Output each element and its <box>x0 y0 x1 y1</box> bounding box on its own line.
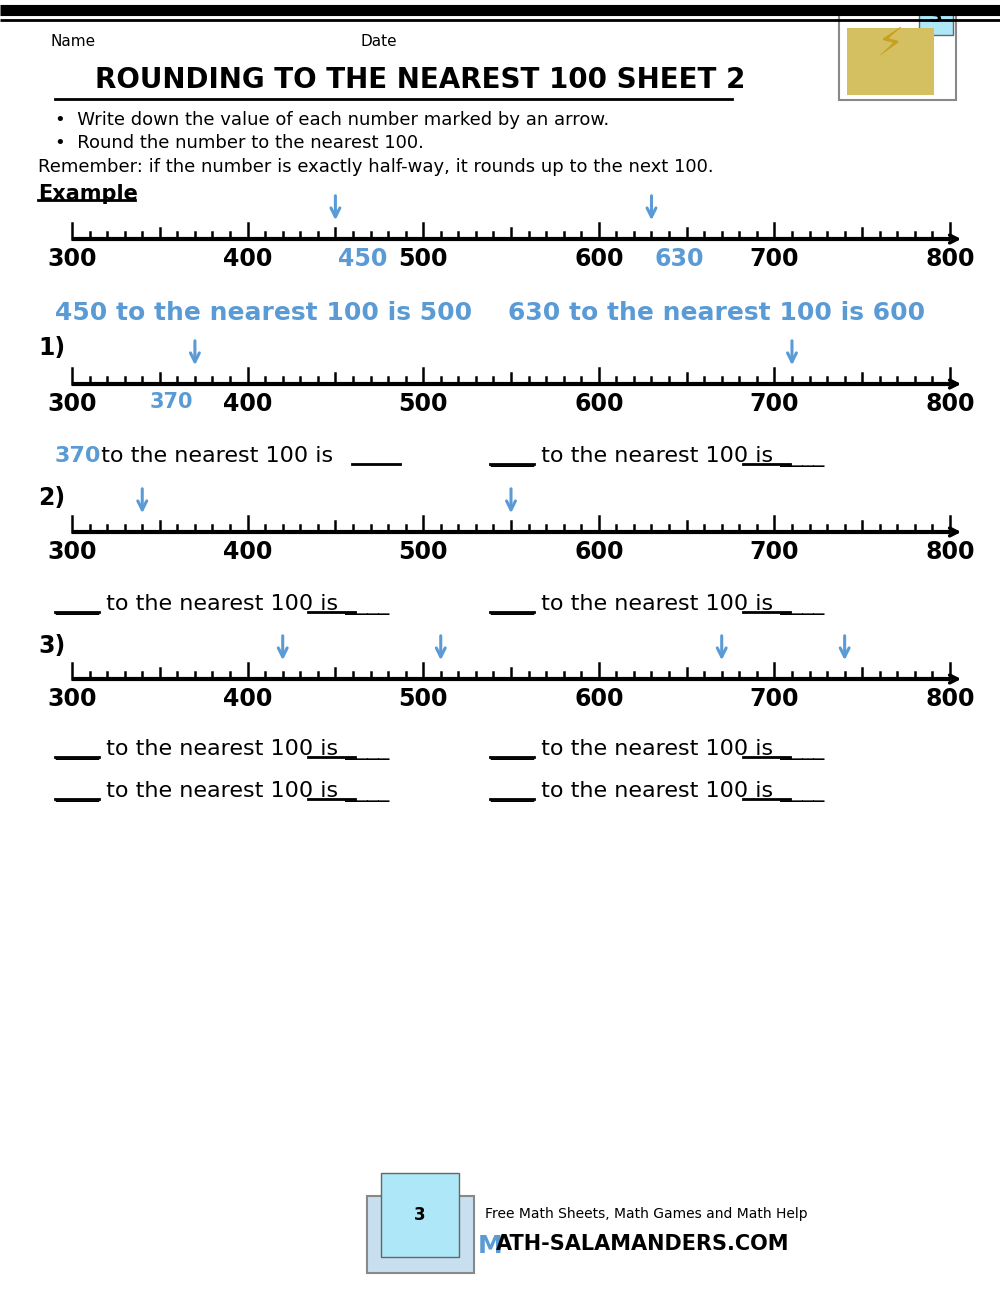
Text: 600: 600 <box>574 540 624 564</box>
Text: 3): 3) <box>38 634 65 659</box>
Text: •  Round the number to the nearest 100.: • Round the number to the nearest 100. <box>55 135 424 151</box>
Text: ____ to the nearest 100 is ____: ____ to the nearest 100 is ____ <box>490 594 824 615</box>
Text: 300: 300 <box>47 392 97 415</box>
Text: 1): 1) <box>38 336 65 360</box>
Text: 600: 600 <box>574 392 624 415</box>
Text: 630: 630 <box>654 247 704 270</box>
Text: ____ to the nearest 100 is ____: ____ to the nearest 100 is ____ <box>55 594 389 615</box>
Text: Name: Name <box>50 34 95 49</box>
Text: 700: 700 <box>750 687 799 710</box>
Text: 400: 400 <box>223 392 272 415</box>
Text: 630 to the nearest 100 is 600: 630 to the nearest 100 is 600 <box>508 302 925 325</box>
Text: 500: 500 <box>398 247 448 270</box>
Text: 300: 300 <box>47 540 97 564</box>
Text: 500: 500 <box>398 392 448 415</box>
Text: 800: 800 <box>925 540 975 564</box>
Text: 500: 500 <box>398 540 448 564</box>
Text: 450 to the nearest 100 is 500: 450 to the nearest 100 is 500 <box>55 302 472 325</box>
Text: 500: 500 <box>398 687 448 710</box>
Text: ____ to the nearest 100 is ____: ____ to the nearest 100 is ____ <box>55 739 389 760</box>
Text: ATH-SALAMANDERS.COM: ATH-SALAMANDERS.COM <box>496 1234 790 1254</box>
Text: 800: 800 <box>925 247 975 270</box>
Text: ____ to the nearest 100 is ____: ____ to the nearest 100 is ____ <box>490 782 824 802</box>
Text: 400: 400 <box>223 540 272 564</box>
Text: 600: 600 <box>574 687 624 710</box>
Text: •  Write down the value of each number marked by an arrow.: • Write down the value of each number ma… <box>55 111 609 129</box>
Text: ____ to the nearest 100 is ____: ____ to the nearest 100 is ____ <box>55 782 389 802</box>
Text: 700: 700 <box>750 540 799 564</box>
FancyBboxPatch shape <box>919 6 953 35</box>
Text: ____ to the nearest 100 is ____: ____ to the nearest 100 is ____ <box>490 739 824 760</box>
Text: 800: 800 <box>925 392 975 415</box>
Text: 370: 370 <box>55 446 102 466</box>
Text: ⚡: ⚡ <box>876 25 904 63</box>
Text: 300: 300 <box>47 687 97 710</box>
Text: 450: 450 <box>338 247 388 270</box>
Text: 370: 370 <box>149 392 193 411</box>
Text: ROUNDING TO THE NEAREST 100 SHEET 2: ROUNDING TO THE NEAREST 100 SHEET 2 <box>95 66 745 94</box>
FancyBboxPatch shape <box>839 8 956 100</box>
Text: 3: 3 <box>930 8 942 26</box>
Text: 700: 700 <box>750 392 799 415</box>
Text: 3: 3 <box>414 1206 426 1224</box>
Text: to the nearest 100 is: to the nearest 100 is <box>94 446 333 466</box>
Text: M: M <box>478 1234 503 1258</box>
Text: Date: Date <box>360 34 397 49</box>
Text: Example: Example <box>38 184 138 204</box>
FancyBboxPatch shape <box>367 1196 474 1273</box>
Text: Free Math Sheets, Math Games and Math Help: Free Math Sheets, Math Games and Math He… <box>485 1207 808 1222</box>
Text: ____ to the nearest 100 is ____: ____ to the nearest 100 is ____ <box>490 446 824 467</box>
Text: 600: 600 <box>574 247 624 270</box>
Text: 300: 300 <box>47 247 97 270</box>
Text: 800: 800 <box>925 687 975 710</box>
FancyBboxPatch shape <box>847 28 934 94</box>
Text: 400: 400 <box>223 687 272 710</box>
Text: 2): 2) <box>38 487 65 510</box>
Text: 400: 400 <box>223 247 272 270</box>
Text: Remember: if the number is exactly half-way, it rounds up to the next 100.: Remember: if the number is exactly half-… <box>38 158 714 176</box>
Text: 700: 700 <box>750 247 799 270</box>
